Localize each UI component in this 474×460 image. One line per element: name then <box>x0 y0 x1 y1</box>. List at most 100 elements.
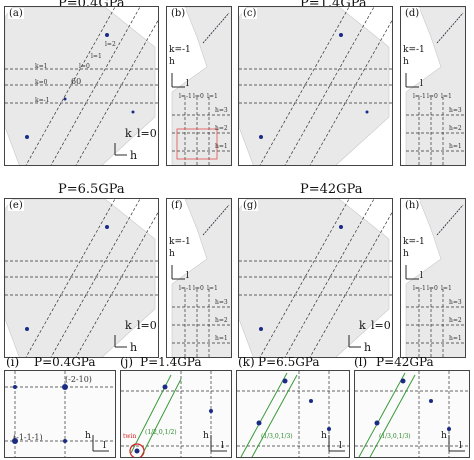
panel-j-label: (j) <box>120 355 134 369</box>
panel-f-k-label: k=-1 <box>169 237 191 247</box>
panel-d-plot <box>405 7 465 165</box>
panel-h: (h) k=-1 h l l=-1 l=0 l=1 h=3 h=2 h=1 <box>400 198 466 358</box>
panel-e-l0-label: l=0 <box>137 319 157 332</box>
panel-b-h-label: h <box>169 57 175 67</box>
panel-i-annotation-2: (-1-1-1) <box>13 433 43 442</box>
panel-d-line-label-6: h=1 <box>449 143 462 150</box>
panel-f-line-label-6: h=1 <box>215 335 228 342</box>
panel-h-label: (h) <box>404 200 421 211</box>
panel-g-h-label: h <box>364 341 372 354</box>
panel-g: (g) k l=0 h <box>238 198 393 358</box>
panel-b-l-label: l <box>186 79 189 89</box>
panel-h-line-label-5: h=2 <box>449 317 462 324</box>
panel-b-k-label: k=-1 <box>169 45 191 55</box>
panel-f-label: (f) <box>170 200 184 211</box>
panel-l-title: P=42GPa <box>376 355 434 369</box>
panel-e-plot <box>5 199 158 357</box>
panel-j-l-label: l <box>221 441 224 451</box>
panel-d-k-label: k=-1 <box>403 45 425 55</box>
panel-f-h-label: h <box>169 249 175 259</box>
panel-k-plot <box>237 371 349 457</box>
panel-h-line-label-1: l=-1 <box>413 285 426 292</box>
header-top-left: P=0.4GPa <box>58 0 125 11</box>
panel-b-line-label-1: l=-1 <box>179 93 192 100</box>
panel-e-h-label: h <box>130 341 138 354</box>
panel-e-label: (e) <box>8 200 24 211</box>
panel-d-line-label-4: h=3 <box>449 107 462 114</box>
panel-k-title: P=6.5GPa <box>258 355 320 369</box>
panel-k-l-label: l <box>339 441 342 451</box>
panel-i-h-label: h <box>85 431 91 441</box>
panel-f-line-label-3: l=1 <box>207 285 218 292</box>
panel-d-l-label: l <box>420 79 423 89</box>
panel-c: (c) <box>238 6 393 166</box>
panel-a-line-label-2: k=0 <box>35 79 48 86</box>
panel-c-label: (c) <box>242 8 258 19</box>
panel-l-plot <box>355 371 469 457</box>
panel-g-label: (g) <box>242 200 259 211</box>
panel-h-line-label-2: l=0 <box>427 285 438 292</box>
panel-j-annotation-2: twin <box>123 433 137 440</box>
panel-l: (1/3,0,1/3) h l <box>354 370 470 458</box>
panel-b-label: (b) <box>170 8 187 19</box>
panel-a-label: (a) <box>8 8 24 19</box>
panel-i: (-2-10) (-1-1-1) h l <box>4 370 116 458</box>
panel-j-h-label: h <box>203 431 209 441</box>
panel-a-line-label-5: l=1 <box>91 53 102 60</box>
panel-k-annotation-1: (1/3,0,1/3) <box>261 433 293 440</box>
panel-h-l-label: l <box>420 271 423 281</box>
panel-k-h-label: h <box>321 431 327 441</box>
panel-g-plot <box>239 199 392 357</box>
panel-i-label: (i) <box>6 355 20 369</box>
panel-l-l-label: l <box>459 441 462 451</box>
panel-d: (d) k=-1 h l l=-1 l=0 l=1 h=3 h=2 h=1 <box>400 6 466 166</box>
panel-b: (b) k=-1 h l l=-1 l=0 l=1 h=3 h=2 h=1 <box>166 6 232 166</box>
panel-a-angle: 60 <box>71 77 82 86</box>
panel-k-label: (k) <box>238 355 255 369</box>
panel-l-annotation-1: (1/3,0,1/3) <box>379 433 411 440</box>
panel-f: (f) k=-1 h l l=-1 l=0 l=1 h=3 h=2 h=1 <box>166 198 232 358</box>
panel-j-annotation-1: (1/2,0,1/2) <box>145 429 177 436</box>
panel-a-line-label-1: k=1 <box>35 63 48 70</box>
panel-d-line-label-1: l=-1 <box>413 93 426 100</box>
panel-h-line-label-4: h=3 <box>449 299 462 306</box>
panel-c-plot <box>239 7 392 165</box>
panel-g-l0-label: l=0 <box>371 319 391 332</box>
panel-b-line-label-5: h=2 <box>215 125 228 132</box>
panel-b-line-label-2: l=0 <box>193 93 204 100</box>
panel-a-l0-label: l=0 <box>137 127 157 140</box>
panel-b-line-label-4: h=3 <box>215 107 228 114</box>
panel-h-line-label-3: l=1 <box>441 285 452 292</box>
panel-i-annotation-1: (-2-10) <box>65 375 92 384</box>
panel-f-line-label-5: h=2 <box>215 317 228 324</box>
panel-h-k-label: k=-1 <box>403 237 425 247</box>
header-mid-left: P=6.5GPa <box>58 182 125 197</box>
panel-a-plot <box>5 7 158 165</box>
panel-l-h-label: h <box>441 431 447 441</box>
panel-h-line-label-6: h=1 <box>449 335 462 342</box>
panel-a: (a) 60 k=1 k=0 k=-1 l=2 l=1 l=0 k l=0 h <box>4 6 159 166</box>
panel-j-title: P=1.4GPa <box>140 355 202 369</box>
panel-k: (1/3,0,1/3) h l <box>236 370 350 458</box>
panel-f-l-label: l <box>186 271 189 281</box>
panel-b-plot <box>171 7 231 165</box>
panel-i-plot <box>5 371 115 457</box>
panel-f-line-label-2: l=0 <box>193 285 204 292</box>
panel-j-plot <box>121 371 231 457</box>
panel-a-line-label-4: l=2 <box>105 41 116 48</box>
panel-i-title: P=0.4GPa <box>34 355 96 369</box>
panel-i-l-label: l <box>103 441 106 451</box>
panel-j: (1/2,0,1/2) twin h l <box>120 370 232 458</box>
panel-h-plot <box>405 199 465 357</box>
panel-f-line-label-4: h=3 <box>215 299 228 306</box>
panel-e: (e) k l=0 h <box>4 198 159 358</box>
panel-e-k-label: k <box>125 319 132 332</box>
panel-a-k-label: k <box>125 127 132 140</box>
panel-l-label: (l) <box>354 355 368 369</box>
panel-h-h-label: h <box>403 249 409 259</box>
panel-d-label: (d) <box>404 8 421 19</box>
panel-f-plot <box>171 199 231 357</box>
panel-d-line-label-3: l=1 <box>441 93 452 100</box>
panel-g-k-label: k <box>359 319 366 332</box>
panel-d-line-label-5: h=2 <box>449 125 462 132</box>
